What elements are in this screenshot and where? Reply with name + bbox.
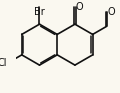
- Text: Cl: Cl: [0, 58, 7, 68]
- Text: O: O: [76, 2, 84, 12]
- Text: O: O: [107, 7, 115, 17]
- Text: Br: Br: [34, 7, 45, 17]
